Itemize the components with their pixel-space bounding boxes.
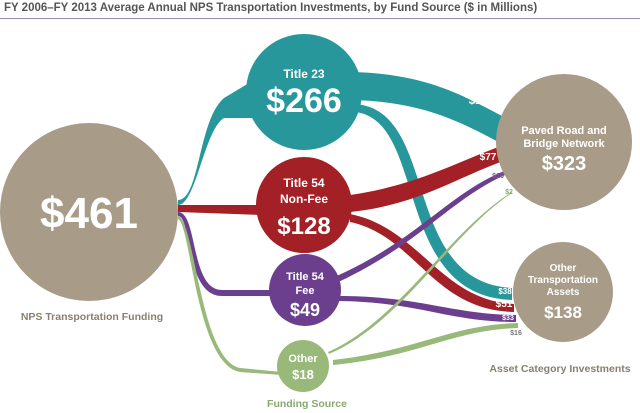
nonfee-label-line1: Title 54 <box>283 176 324 190</box>
flow-other-to-other-assets <box>333 323 518 365</box>
flow-title23-to-paved <box>345 72 510 148</box>
title23-label: Title 23 <box>283 67 324 81</box>
nonfee-value: $128 <box>277 213 330 240</box>
other-value: $18 <box>292 367 314 382</box>
asset-category-caption: Asset Category Investments <box>489 363 630 375</box>
other-assets-label-line1: Other <box>550 263 577 274</box>
node-paved <box>496 74 632 210</box>
other-assets-label-line3: Assets <box>547 287 580 298</box>
paved-value: $323 <box>542 153 587 175</box>
nonfee-label-line2: Non-Fee <box>280 192 328 206</box>
paved-label-line1: Paved Road and <box>521 125 607 137</box>
other-label: Other <box>288 353 318 365</box>
node-title54-nonfee <box>256 157 352 253</box>
total-value: $461 <box>40 189 138 238</box>
flow-label-other-paved: $2 <box>505 189 513 196</box>
node-total <box>0 123 178 301</box>
fee-label-line2: Fee <box>296 285 315 297</box>
other-assets-value: $138 <box>544 303 582 322</box>
flow-label-fee-other: $33 <box>502 315 514 322</box>
flow-label-nonfee-other: $51 <box>496 299 513 310</box>
flow-nonfee-to-other-assets <box>350 214 514 312</box>
node-title54-fee <box>269 254 341 326</box>
node-other <box>277 340 329 392</box>
flow-fee-to-other-assets <box>338 296 516 322</box>
flow-total-to-other <box>178 216 282 375</box>
figure-title: FY 2006–FY 2013 Average Annual NPS Trans… <box>4 2 538 14</box>
flow-total-to-title23 <box>178 80 254 205</box>
node-other-assets <box>513 242 613 342</box>
flow-label-t23-other: $38 <box>498 287 512 296</box>
flow-total-to-nonfee <box>178 205 262 215</box>
fee-value: $49 <box>290 300 320 320</box>
other-assets-label-line2: Transportation <box>528 275 598 286</box>
fee-label-line1: Title 54 <box>286 271 325 283</box>
flow-other-to-paved <box>328 192 512 354</box>
title-rule <box>0 18 640 19</box>
flow-label-t23-paved: $228 <box>469 93 496 107</box>
title23-value: $266 <box>266 82 342 120</box>
flow-label-other-other: $16 <box>510 330 522 337</box>
flow-label-nonfee-paved: $77 <box>480 152 497 163</box>
node-title23 <box>246 34 362 150</box>
total-caption: NPS Transportation Funding <box>21 311 163 323</box>
flow-label-fee-paved: $16 <box>492 173 504 180</box>
paved-label-line2: Bridge Network <box>523 138 605 150</box>
flow-nonfee-to-paved <box>350 142 512 212</box>
flow-total-to-fee <box>178 212 276 296</box>
flow-fee-to-paved <box>332 168 512 284</box>
funding-source-caption: Funding Source <box>267 398 347 410</box>
